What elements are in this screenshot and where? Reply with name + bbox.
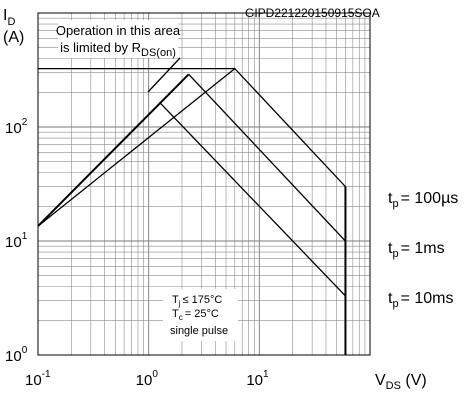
chart-code: GIPD221220150915SOA xyxy=(245,6,380,20)
series-label-1ms: tp = 1ms xyxy=(388,240,445,260)
y-axis-unit: (A) xyxy=(3,29,24,46)
y-tick-label: 101 xyxy=(5,231,28,251)
x-tick-label: 101 xyxy=(246,369,269,389)
condition-pulse: single pulse xyxy=(170,325,228,337)
y-tick-label: 102 xyxy=(5,117,28,137)
x-tick-label: 100 xyxy=(136,369,159,389)
x-tick-label: 10-1 xyxy=(25,369,51,389)
condition-tj: Tj ≤ 175°C xyxy=(172,294,222,308)
rds-limit-line xyxy=(37,73,190,227)
x-tick-labels: 10-1 100 101 xyxy=(25,369,269,389)
rds-note-pointer xyxy=(147,57,181,93)
y-tick-label: 100 xyxy=(5,345,28,365)
y-axis-label: ID xyxy=(3,7,15,28)
x-axis-label: VDS (V) xyxy=(375,372,427,392)
rds-note-line1: Operation in this area xyxy=(56,23,181,38)
conditions-box xyxy=(163,289,238,341)
rds-note-line2: is limited by RDS(on) xyxy=(60,40,176,59)
y-tick-labels: 100 101 102 xyxy=(5,117,28,365)
series-label-10ms: tp = 10ms xyxy=(388,290,454,310)
curves-layer xyxy=(37,67,347,355)
condition-tc: Tc = 25°C xyxy=(172,308,219,322)
series-label-100us: tp = 100µs xyxy=(388,190,458,210)
rds-note-box xyxy=(58,20,178,58)
plot-frame xyxy=(37,12,371,356)
series-labels: tp = 100µs tp = 1ms tp = 10ms xyxy=(388,190,458,310)
